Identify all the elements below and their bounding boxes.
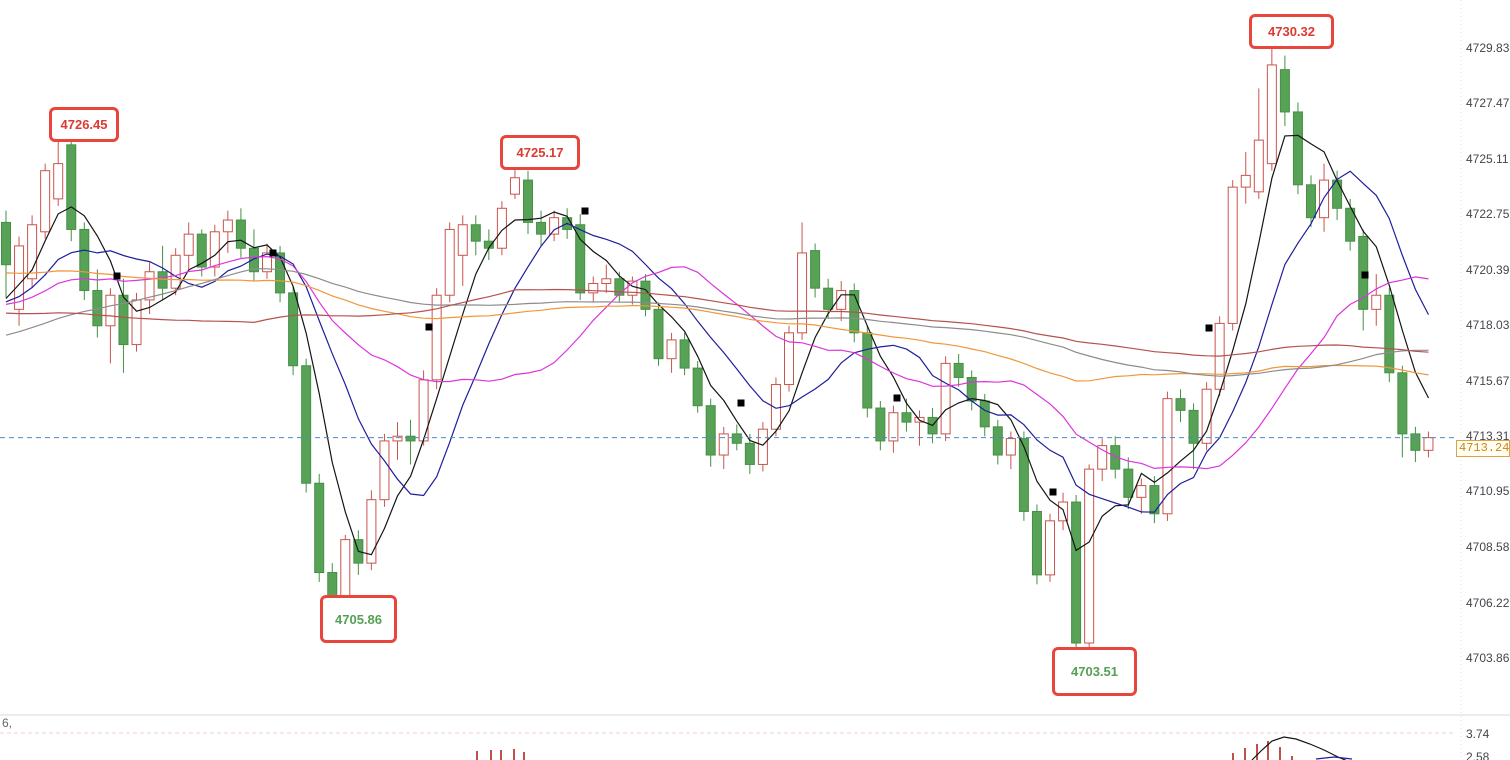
ma-line-20 — [5, 255, 1429, 470]
period-marker — [269, 249, 277, 257]
axis-label: 4706.22 — [1466, 595, 1510, 610]
period-marker — [581, 207, 589, 215]
axis-label: 4729.83 — [1466, 40, 1510, 55]
ma-line-10 — [5, 170, 1430, 513]
price-annotation-low[interactable]: 4705.86 — [320, 595, 397, 643]
price-annotation-high[interactable]: 4725.17 — [500, 135, 580, 170]
period-marker — [1361, 271, 1369, 279]
axis-label: 4708.58 — [1466, 540, 1510, 555]
period-marker — [1049, 488, 1057, 496]
current-price-tag: 4713.24 — [1456, 440, 1510, 457]
indicator-label-fragment: 6, — [2, 716, 13, 730]
ma-line-100 — [5, 288, 1429, 357]
axis-label: 4710.95 — [1466, 484, 1510, 499]
price-annotation-low[interactable]: 4703.51 — [1052, 647, 1137, 696]
axis-label: 4720.39 — [1466, 262, 1510, 277]
ma-line-80 — [5, 268, 1429, 377]
period-marker — [893, 394, 901, 402]
price-annotation-high[interactable]: 4726.45 — [49, 107, 119, 142]
period-marker — [1205, 324, 1213, 332]
ma-line-5 — [5, 134, 1430, 556]
price-annotation-high[interactable]: 4730.32 — [1249, 14, 1334, 49]
period-marker — [425, 323, 433, 331]
period-marker — [113, 272, 121, 280]
axis-label: 4727.47 — [1466, 96, 1510, 111]
sub-axis-label: 3.74 — [1466, 727, 1490, 741]
period-marker — [737, 399, 745, 407]
axis-label: 4718.03 — [1466, 318, 1510, 333]
axis-label: 4713.31 — [1466, 429, 1510, 443]
axis-label: 4703.86 — [1466, 651, 1510, 666]
axis-label: 4715.67 — [1466, 373, 1510, 388]
axis-label: 4725.11 — [1466, 151, 1509, 166]
axis-label: 4722.75 — [1466, 207, 1510, 222]
sub-axis-label: 2.58 — [1466, 750, 1490, 760]
